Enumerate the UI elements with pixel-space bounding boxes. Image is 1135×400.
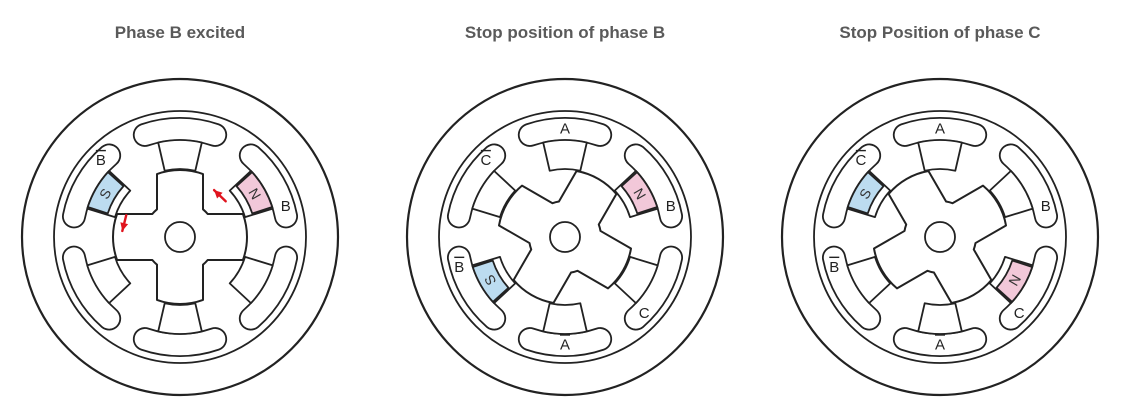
phase-label-text: A [560,121,570,138]
panel-stop-position-c: Stop Position of phase C N S A B C A B C [760,0,1120,400]
coil-fill [240,247,297,329]
stator-pole [61,245,132,331]
coil-fill [894,328,986,356]
coil-fill [1000,145,1057,227]
rotation-arrow [120,214,129,233]
coil-fill [448,247,505,329]
pole-shoe [157,139,203,172]
phase-label: B [281,198,291,215]
pole-shoe [917,139,963,172]
phase-label-text: A [935,337,945,354]
stator-pole [892,117,988,172]
phase-label-text: A [935,121,945,138]
stator-pole [821,245,892,331]
magnet-face [235,171,274,215]
phase-label: C [1014,305,1025,322]
rotor-shaft [549,221,581,253]
pole-shoe [542,139,588,172]
coil-fill [625,247,682,329]
phase-label: C [855,149,866,169]
stator-ring [438,110,692,364]
coil-fill [519,328,611,356]
phase-label-text: C [1014,305,1025,322]
coil-fill [134,328,226,356]
phase-label: B [1041,198,1051,215]
arrow-head [214,190,223,199]
stator-pole [517,117,613,172]
rotor-shaft [164,221,196,253]
magnet-north: N [620,171,659,215]
panel-title: Stop position of phase B [464,23,666,42]
stepper-motor-diagram: N S A B C A B C [405,77,725,397]
phase-label-text: C [639,305,650,322]
coil-fill [894,118,986,146]
panel-stop-position-b: Stop position of phase B N S A B C A B C [385,0,745,400]
magnet-face [995,259,1034,303]
coil-fill [448,145,505,227]
phase-label-text: B [829,259,839,276]
stator-pole [228,245,299,331]
coil-fill [625,145,682,227]
pole-shoe [542,302,588,335]
rotor-shaft [924,221,956,253]
phase-label-text: C [855,152,866,169]
stator-ring [53,110,307,364]
phase-label-text: B [281,198,291,215]
magnet-north: N [995,259,1034,303]
stator-pole [613,245,684,331]
phase-label-text: B [96,152,106,169]
stator-pole [132,302,228,357]
phase-label: A [560,121,570,138]
coil-fill [823,145,880,227]
phase-label: A [935,334,945,354]
stator-pole [132,117,228,172]
magnet-south: S [846,171,885,215]
phase-label: C [639,305,650,322]
magnet-north: N [235,171,274,215]
coil-fill [823,247,880,329]
magnet-face [620,171,659,215]
coil-fill [240,145,297,227]
panel-title: Phase B excited [114,23,246,42]
stepper-motor-diagram: N S A B C A B C [780,77,1100,397]
coil-fill [63,145,120,227]
phase-label-text: B [1041,198,1051,215]
rotation-arrow [212,188,227,203]
phase-label: B [454,256,464,276]
pole-shoe [228,255,274,305]
magnet-south: S [471,259,510,303]
panel-title: Stop Position of phase C [839,23,1041,42]
pole-shoe [86,255,132,305]
phase-label: B [96,149,106,169]
phase-label-text: B [666,198,676,215]
coil-fill [63,247,120,329]
stator-pole [446,143,517,229]
phase-label: B [829,256,839,276]
magnet-south: S [86,171,125,215]
stator-pole [892,302,988,357]
pole-shoe [157,302,203,335]
phase-label: B [666,198,676,215]
phase-label-text: B [454,259,464,276]
coil-fill [519,118,611,146]
phase-label: C [480,149,491,169]
magnet-face [471,259,510,303]
phase-label: A [935,121,945,138]
stator-ring [813,110,1067,364]
phase-label: A [560,334,570,354]
magnet-face [86,171,125,215]
coil-fill [134,118,226,146]
coil-fill [1000,247,1057,329]
phase-label-text: A [560,337,570,354]
pole-shoe [917,302,963,335]
magnet-face [846,171,885,215]
stator-pole [988,143,1059,229]
phase-label-text: C [480,152,491,169]
arrow-head [120,222,129,231]
stator-pole [517,302,613,357]
